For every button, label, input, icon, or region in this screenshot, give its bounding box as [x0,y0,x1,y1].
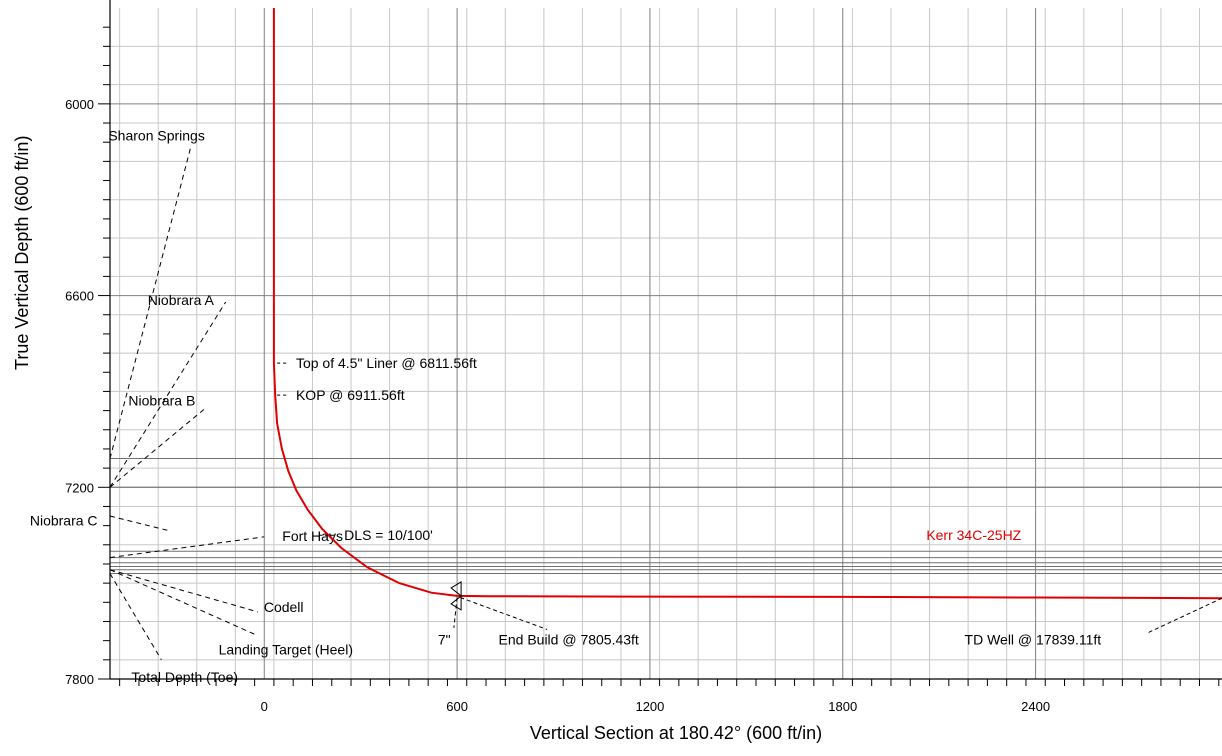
formation-label: Total Depth (Toe) [131,669,238,685]
formation-leader [109,515,168,531]
well-path-line [272,8,1222,600]
formation-leader [109,407,207,488]
formation-label: Landing Target (Heel) [219,641,353,657]
dls-annotation: DLS = 10/100' [344,527,433,543]
y-tick-label: 7200 [65,480,94,495]
casing-annotation: 7" [438,631,451,647]
liner-annotation: Top of 4.5" Liner @ 6811.56ft [296,355,477,371]
x-tick-label: 1200 [635,699,664,714]
x-tick-label: 600 [446,699,468,714]
x-axis-title: Vertical Section at 180.42° (600 ft/in) [529,723,823,743]
x-tick-label: 1800 [828,699,857,714]
formation-leader [109,536,265,559]
y-tick-label: 7800 [65,672,94,687]
formation-label: Sharon Springs [108,128,205,144]
series-label: Kerr 34C-25HZ [926,527,1021,543]
td-annotation: TD Well @ 17839.11ft [965,631,1102,647]
y-axis-title: True Vertical Depth (600 ft/in) [12,135,32,370]
formation-label: Niobrara C [30,512,98,528]
end-build-leader [460,597,548,630]
casing-marker-top [450,581,462,597]
x-tick-label: 2400 [1021,699,1050,714]
formation-leader [109,569,258,613]
formation-label: Fort Hays [282,528,343,544]
formation-leader [109,301,227,488]
kop-annotation: KOP @ 6911.56ft [296,387,405,403]
td-leader [1147,597,1222,634]
formation-leader [109,573,162,661]
casing-leader [453,597,458,628]
formation-label: Niobrara B [128,392,195,408]
y-tick-label: 6600 [65,289,94,304]
formation-label: Codell [264,599,304,615]
y-tick-label: 6000 [65,97,94,112]
x-tick-label: 0 [261,699,268,714]
formation-label: Niobrara A [148,292,215,308]
end-build-annotation: End Build @ 7805.43ft [499,631,639,647]
formation-leader [109,569,255,635]
